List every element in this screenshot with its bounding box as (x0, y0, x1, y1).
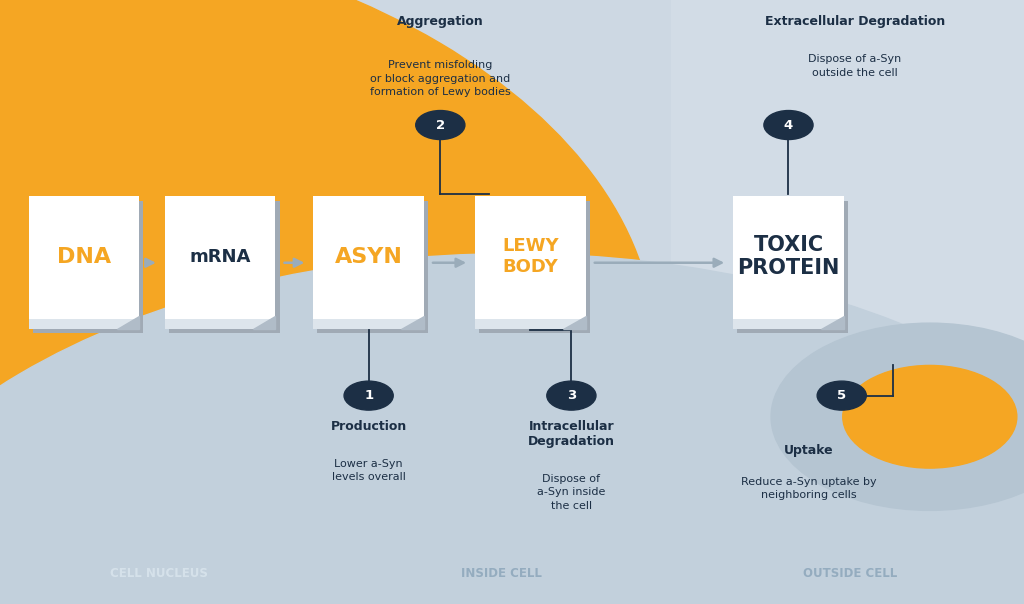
Circle shape (817, 381, 866, 410)
Polygon shape (253, 316, 275, 329)
Text: Prevent misfolding
or block aggregation and
formation of Lewy bodies: Prevent misfolding or block aggregation … (370, 60, 511, 97)
Circle shape (547, 381, 596, 410)
Circle shape (0, 0, 655, 604)
Text: DNA: DNA (57, 246, 111, 267)
Bar (733, 318, 844, 329)
Bar (29, 318, 139, 329)
Text: 3: 3 (566, 389, 577, 402)
Polygon shape (401, 316, 424, 329)
Circle shape (843, 365, 1017, 468)
Polygon shape (563, 316, 586, 329)
Bar (671, 0, 1024, 604)
Bar (317, 201, 428, 333)
Circle shape (771, 323, 1024, 510)
Text: INSIDE CELL: INSIDE CELL (462, 567, 542, 580)
Polygon shape (821, 316, 844, 329)
Circle shape (0, 254, 1024, 604)
Bar (29, 196, 139, 321)
Text: 1: 1 (365, 389, 373, 402)
Text: Intracellular
Degradation: Intracellular Degradation (528, 420, 614, 448)
Text: TOXIC
PROTEIN: TOXIC PROTEIN (737, 235, 840, 278)
Circle shape (344, 381, 393, 410)
Text: 4: 4 (783, 118, 794, 132)
Text: Extracellular Degradation: Extracellular Degradation (765, 15, 945, 28)
Text: Lower a-Syn
levels overall: Lower a-Syn levels overall (332, 459, 406, 482)
Text: mRNA: mRNA (189, 248, 251, 266)
Text: LEWY
BODY: LEWY BODY (502, 237, 559, 276)
Polygon shape (117, 316, 139, 329)
Bar (313, 196, 424, 321)
Bar (169, 201, 280, 333)
Text: Production: Production (331, 420, 407, 433)
Bar (475, 318, 586, 329)
Bar (733, 196, 844, 321)
Bar (165, 318, 275, 329)
Bar (479, 201, 590, 333)
Text: 5: 5 (838, 389, 846, 402)
Text: Reduce a-Syn uptake by
neighboring cells: Reduce a-Syn uptake by neighboring cells (741, 477, 877, 500)
Circle shape (416, 111, 465, 140)
Text: Uptake: Uptake (784, 444, 834, 457)
Bar (165, 196, 275, 321)
Bar (475, 196, 586, 321)
Text: CELL NUCLEUS: CELL NUCLEUS (110, 567, 208, 580)
Bar (737, 201, 848, 333)
Bar (313, 318, 424, 329)
Circle shape (764, 111, 813, 140)
Text: Dispose of
a-Syn inside
the cell: Dispose of a-Syn inside the cell (538, 474, 605, 510)
Text: Aggregation: Aggregation (397, 15, 483, 28)
Text: ASYN: ASYN (335, 246, 402, 267)
Text: Dispose of a-Syn
outside the cell: Dispose of a-Syn outside the cell (808, 54, 902, 77)
Text: 2: 2 (436, 118, 444, 132)
Bar (33, 201, 143, 333)
Text: OUTSIDE CELL: OUTSIDE CELL (803, 567, 897, 580)
